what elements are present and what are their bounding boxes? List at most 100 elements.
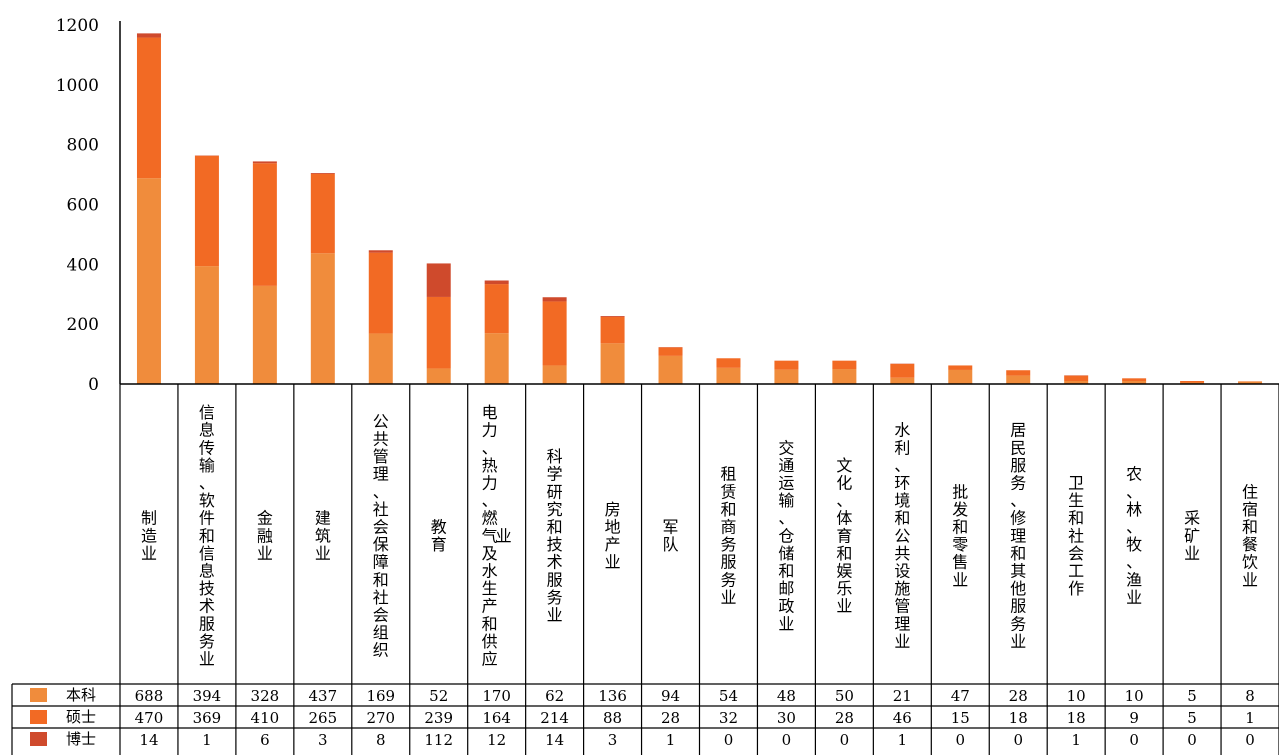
category-label: 公共管理、社会保障和社会组织 <box>373 412 389 660</box>
data-table: 制造业 信息传输、软件和信息技术服务业 金融业 建筑业 公共管理、社会保障和社会组织 教育… <box>11 383 1279 755</box>
category-label: 科学研究和技术服务业 <box>547 447 563 624</box>
series-label: 本科 <box>66 686 96 704</box>
bar-segment <box>194 266 219 384</box>
legend-swatch <box>30 732 47 746</box>
bar-segment <box>484 333 509 384</box>
bar-segment <box>716 358 741 368</box>
bar-segment <box>1006 370 1031 376</box>
data-cell: 369 <box>193 709 222 727</box>
data-cell: 170 <box>482 687 511 705</box>
category-label: 交通运输、仓储和邮政业 <box>778 438 794 633</box>
bar-segment <box>600 316 625 344</box>
legend-swatch <box>30 710 47 724</box>
bar-segment <box>426 263 451 297</box>
bar-segment <box>426 368 451 384</box>
data-cell: 0 <box>724 731 734 749</box>
y-tick-label: 1200 <box>56 16 99 36</box>
category-label: 水利、环境和公共设施管理业 <box>894 421 910 651</box>
data-cell: 88 <box>603 709 622 727</box>
data-cell: 15 <box>951 709 970 727</box>
data-cell: 470 <box>135 709 164 727</box>
bar-segment <box>600 343 625 384</box>
bar-segment <box>658 347 683 356</box>
data-cell: 5 <box>1187 687 1197 705</box>
data-cell: 32 <box>719 709 738 727</box>
category-label: 制造业 <box>141 509 157 563</box>
category-label: 电力、热力、燃气及水生产和供应业 <box>482 403 512 668</box>
data-cell: 0 <box>1013 731 1023 749</box>
bar-segment <box>368 250 393 253</box>
data-cell: 0 <box>782 731 792 749</box>
bar-segment <box>310 253 335 384</box>
category-label: 住宿和餐饮业 <box>1242 482 1258 589</box>
category-label: 采矿业 <box>1184 509 1200 563</box>
bar-segment <box>1122 378 1147 382</box>
bar-segment <box>542 365 567 384</box>
y-axis: 0 200 400 600 800 1000 1200 <box>56 16 121 395</box>
category-label: 租赁和商务服务业 <box>720 465 736 607</box>
data-cell: 0 <box>1245 731 1255 749</box>
data-cell: 18 <box>1009 709 1028 727</box>
legend-swatch <box>30 688 47 702</box>
data-cell: 10 <box>1067 687 1086 705</box>
data-cell: 8 <box>376 731 386 749</box>
y-tick-label: 1000 <box>56 76 99 96</box>
data-cell: 48 <box>777 687 796 705</box>
bar-segment <box>484 284 509 334</box>
bar-segment <box>136 33 161 38</box>
series-label: 硕士 <box>66 708 96 726</box>
bars <box>136 33 1263 384</box>
category-label: 建筑业 <box>315 509 331 563</box>
data-cell: 94 <box>661 687 680 705</box>
data-cell: 46 <box>893 709 912 727</box>
data-cell: 28 <box>1009 687 1028 705</box>
category-label: 文化、体育和娱乐业 <box>836 456 852 616</box>
data-cell: 328 <box>251 687 280 705</box>
y-tick-label: 400 <box>67 255 99 275</box>
bar-segment <box>252 161 277 164</box>
bar-segment <box>658 355 683 384</box>
bar-segment <box>1064 381 1089 384</box>
data-cell: 18 <box>1067 709 1086 727</box>
bar-segment <box>1122 381 1147 384</box>
data-cell: 28 <box>835 709 854 727</box>
bar-segment <box>774 369 799 384</box>
data-cell: 1 <box>898 731 908 749</box>
data-cell: 265 <box>309 709 338 727</box>
bar-segment <box>1006 375 1031 384</box>
category-label: 批发和零售业 <box>952 482 968 589</box>
bar-segment <box>136 37 161 179</box>
category-label: 房地产业 <box>605 500 621 572</box>
data-cell: 12 <box>487 731 506 749</box>
bar-segment <box>368 252 393 334</box>
data-cell: 394 <box>193 687 222 705</box>
data-cell: 62 <box>545 687 564 705</box>
bar-segment <box>1064 375 1089 382</box>
series-label: 博士 <box>66 730 96 748</box>
data-cell: 3 <box>608 731 618 749</box>
data-cell: 270 <box>366 709 395 727</box>
data-cell: 5 <box>1187 709 1197 727</box>
data-cell: 0 <box>956 731 966 749</box>
bar-segment <box>600 316 625 317</box>
category-label: 信息传输、软件和信息技术服务业 <box>199 403 215 668</box>
data-cell: 0 <box>840 731 850 749</box>
category-label: 居民服务、修理和其他服务业 <box>1010 421 1026 651</box>
category-label: 金融业 <box>257 509 273 563</box>
bar-segment <box>252 163 277 286</box>
bar-segment <box>484 280 509 285</box>
data-cell: 52 <box>429 687 448 705</box>
bar-segment <box>832 360 857 370</box>
data-cell: 169 <box>366 687 395 705</box>
bar-segment <box>832 369 857 384</box>
data-cell: 688 <box>135 687 164 705</box>
y-tick-label: 0 <box>88 375 99 395</box>
data-cell: 410 <box>251 709 280 727</box>
data-cell: 50 <box>835 687 854 705</box>
data-cell: 0 <box>1187 731 1197 749</box>
data-cell: 1 <box>1071 731 1081 749</box>
data-cell: 0 <box>1129 731 1139 749</box>
bar-segment <box>716 367 741 384</box>
data-cell: 1 <box>202 731 212 749</box>
